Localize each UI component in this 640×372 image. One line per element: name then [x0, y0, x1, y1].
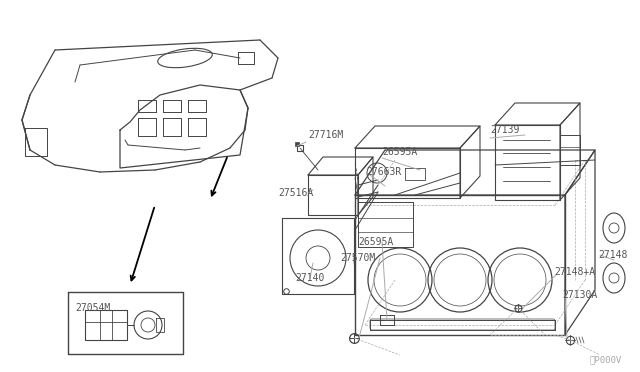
Text: 27130A: 27130A	[562, 290, 597, 300]
Text: 27148+A: 27148+A	[554, 267, 595, 277]
Text: 27054M: 27054M	[75, 303, 110, 313]
Text: 27663R: 27663R	[366, 167, 401, 177]
Text: 27140: 27140	[295, 273, 324, 283]
Text: 㰷P000V: 㰷P000V	[590, 356, 622, 365]
Text: 27716M: 27716M	[308, 130, 343, 140]
Text: 26595A: 26595A	[382, 147, 417, 157]
Text: 26595A: 26595A	[358, 237, 393, 247]
Text: 27148: 27148	[598, 250, 627, 260]
Text: 27570M: 27570M	[340, 253, 375, 263]
Text: 27516A: 27516A	[278, 188, 313, 198]
Text: 27139: 27139	[490, 125, 520, 135]
